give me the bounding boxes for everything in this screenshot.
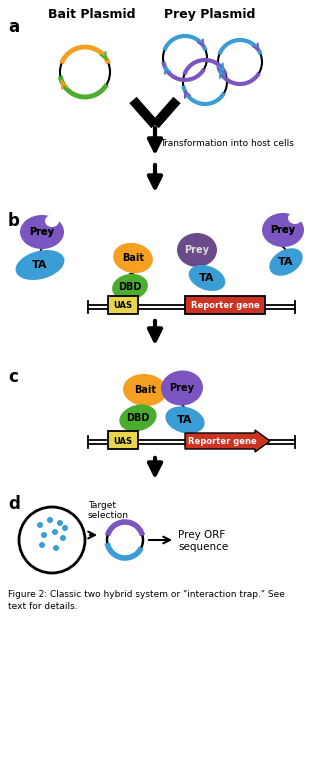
Circle shape	[53, 545, 59, 551]
Circle shape	[62, 525, 68, 531]
Text: Bait: Bait	[134, 385, 156, 395]
Ellipse shape	[288, 212, 302, 224]
Ellipse shape	[16, 250, 64, 280]
Circle shape	[41, 532, 47, 538]
FancyArrow shape	[185, 430, 270, 452]
Text: Prey ORF
sequence: Prey ORF sequence	[178, 530, 228, 552]
FancyBboxPatch shape	[185, 296, 265, 314]
Text: TA: TA	[177, 415, 193, 425]
Circle shape	[39, 542, 45, 548]
Text: c: c	[8, 368, 18, 386]
Circle shape	[57, 520, 63, 526]
Ellipse shape	[165, 406, 204, 434]
Text: TA: TA	[278, 257, 294, 267]
Text: Prey: Prey	[270, 225, 295, 235]
Text: Bait Plasmid: Bait Plasmid	[48, 8, 136, 21]
Text: d: d	[8, 495, 20, 513]
Text: Prey: Prey	[29, 227, 54, 237]
Text: b: b	[8, 212, 20, 230]
Text: a: a	[8, 18, 19, 36]
Text: Reporter gene: Reporter gene	[191, 301, 260, 311]
Text: DBD: DBD	[118, 282, 142, 292]
Ellipse shape	[161, 371, 203, 406]
Ellipse shape	[20, 215, 64, 249]
Circle shape	[47, 517, 53, 523]
Ellipse shape	[113, 243, 153, 274]
Text: Reporter gene: Reporter gene	[188, 437, 257, 445]
Ellipse shape	[45, 215, 59, 227]
FancyBboxPatch shape	[108, 296, 138, 314]
Ellipse shape	[112, 274, 148, 300]
Circle shape	[37, 522, 43, 528]
Ellipse shape	[269, 249, 303, 276]
Text: Prey: Prey	[29, 227, 54, 237]
Text: TA: TA	[32, 260, 48, 270]
Text: Figure 2: Classic two hybrid system or "interaction trap." See
text for details.: Figure 2: Classic two hybrid system or "…	[8, 590, 285, 611]
Text: Transformation into host cells: Transformation into host cells	[160, 138, 294, 148]
Ellipse shape	[177, 233, 217, 267]
Text: Prey: Prey	[185, 245, 210, 255]
Text: DBD: DBD	[126, 413, 150, 423]
Text: Prey Plasmid: Prey Plasmid	[164, 8, 256, 21]
Ellipse shape	[189, 265, 225, 291]
Text: TA: TA	[199, 273, 215, 283]
FancyBboxPatch shape	[108, 431, 138, 449]
Text: UAS: UAS	[114, 437, 132, 445]
Ellipse shape	[123, 374, 167, 406]
Text: UAS: UAS	[114, 301, 132, 311]
Ellipse shape	[119, 405, 157, 431]
Circle shape	[19, 507, 85, 573]
Ellipse shape	[262, 213, 304, 247]
Circle shape	[52, 529, 58, 535]
Text: Target
selection: Target selection	[88, 500, 129, 520]
Text: Bait: Bait	[122, 253, 144, 263]
Text: Prey: Prey	[170, 383, 195, 393]
Text: Prey: Prey	[270, 225, 295, 235]
Circle shape	[60, 535, 66, 541]
